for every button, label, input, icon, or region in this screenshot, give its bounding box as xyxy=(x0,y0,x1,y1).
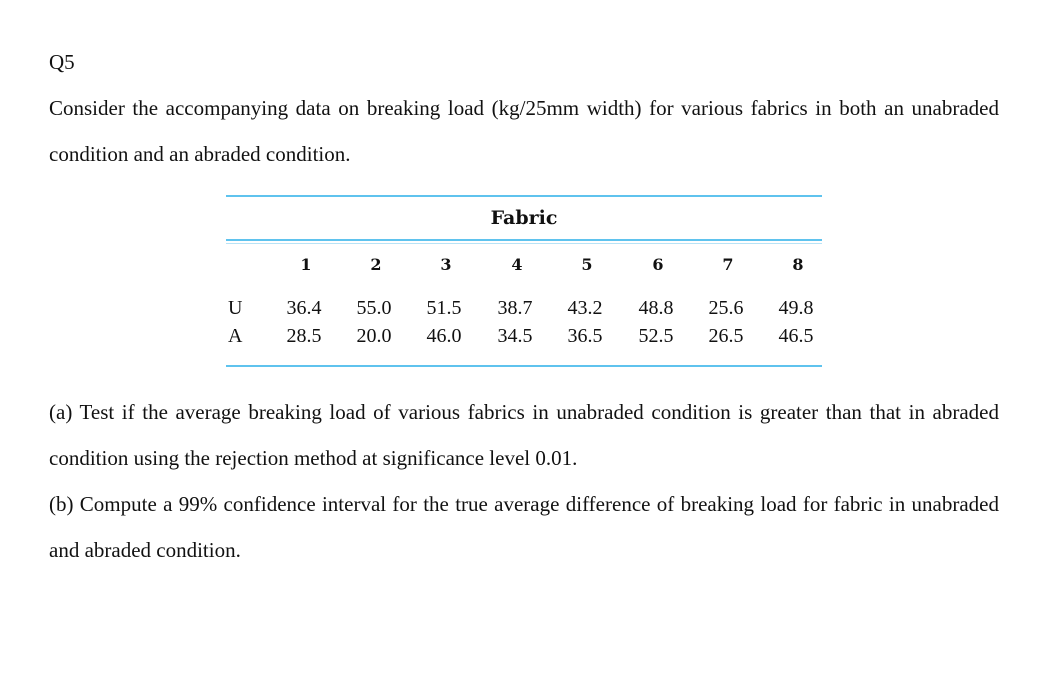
question-intro: Consider the accompanying data on breaki… xyxy=(49,96,999,166)
table-header-fabric: Fabric xyxy=(490,207,558,229)
fabric-data-table: Fabric 1 2 3 4 5 6 7 8 U 36.4 55.0 51.5 … xyxy=(226,195,822,369)
column-header: 5 xyxy=(581,255,593,274)
question-label: Q5 xyxy=(49,50,75,74)
question-part-a: (a) Test if the average breaking load of… xyxy=(49,400,999,470)
table-cell: 46.0 xyxy=(426,325,462,347)
column-header: 4 xyxy=(511,255,523,274)
table-cell: 51.5 xyxy=(426,297,462,319)
table-cell: 38.7 xyxy=(497,297,533,319)
question-part-b: (b) Compute a 99% confidence interval fo… xyxy=(49,492,999,562)
table-cell: 48.8 xyxy=(638,297,674,319)
column-header: 6 xyxy=(652,255,664,274)
row-label-unabraded: U xyxy=(228,297,243,319)
table-bottom-rule xyxy=(226,365,822,367)
table-cell: 49.8 xyxy=(778,297,814,319)
column-header: 1 xyxy=(300,255,312,274)
table-cell: 20.0 xyxy=(356,325,392,347)
table-cell: 52.5 xyxy=(638,325,674,347)
row-label-abraded: A xyxy=(228,325,243,347)
table-cell: 26.5 xyxy=(708,325,744,347)
table-top-rule xyxy=(226,195,822,197)
table-cell: 36.4 xyxy=(286,297,322,319)
table-cell: 28.5 xyxy=(286,325,322,347)
column-header: 7 xyxy=(722,255,734,274)
column-header: 3 xyxy=(440,255,452,274)
table-cell: 43.2 xyxy=(567,297,603,319)
table-cell: 34.5 xyxy=(497,325,533,347)
table-cell: 36.5 xyxy=(567,325,603,347)
table-header-rule-thin xyxy=(226,243,822,244)
table-header-rule xyxy=(226,239,822,241)
table-cell: 46.5 xyxy=(778,325,814,347)
table-cell: 55.0 xyxy=(356,297,392,319)
column-header: 8 xyxy=(792,255,804,274)
table-cell: 25.6 xyxy=(708,297,744,319)
column-header: 2 xyxy=(370,255,382,274)
